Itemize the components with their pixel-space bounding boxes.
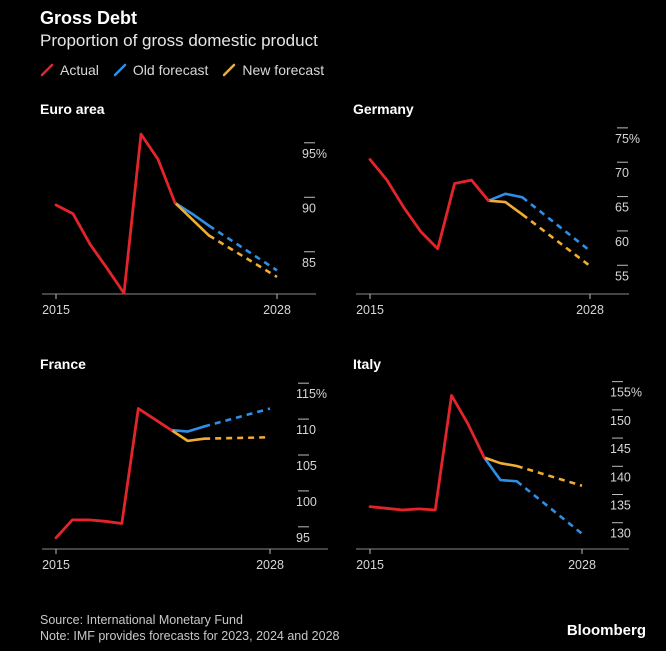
y-tick-label: 145 <box>610 442 631 456</box>
y-tick-label: 65 <box>615 201 629 215</box>
legend: Actual Old forecast New forecast <box>40 60 338 80</box>
footer: Source: International Monetary Fund Note… <box>40 612 339 644</box>
actual-line <box>368 394 486 512</box>
legend-swatch-new-forecast <box>223 63 236 77</box>
actual-line <box>54 132 177 295</box>
legend-item-old-forecast: Old forecast <box>113 62 208 78</box>
new-forecast-line <box>173 201 211 237</box>
x-tick-label: 2028 <box>576 303 604 317</box>
forecast-note: Note: IMF provides forecasts for 2023, 2… <box>40 629 340 643</box>
new-forecast-line <box>482 456 519 468</box>
y-tick-label: 100 <box>296 495 317 509</box>
new-forecast-dashed-line <box>516 464 583 487</box>
actual-line <box>54 407 173 540</box>
y-tick-label: 105 <box>296 459 317 473</box>
y-tick-label: 110 <box>296 423 316 437</box>
panel-title: Italy <box>353 356 381 372</box>
x-tick-label: 2028 <box>256 558 284 572</box>
old-forecast-dashed-line <box>208 224 278 272</box>
panel-title: Germany <box>353 101 414 117</box>
panel-italy: Italy 130 135 140 145 150 155% 2015 2028 <box>353 356 642 572</box>
legend-label-actual: Actual <box>60 62 99 78</box>
panel-title: Euro area <box>40 101 105 117</box>
legend-label-old-forecast: Old forecast <box>132 62 209 78</box>
new-forecast-dashed-line <box>208 234 278 279</box>
y-tick-label: 95% <box>302 147 327 161</box>
old-forecast-dashed-line <box>515 480 583 535</box>
y-tick-label: 135 <box>610 499 631 513</box>
panel-title: France <box>40 356 86 372</box>
y-tick-label: 55 <box>615 269 629 283</box>
new-forecast-dashed-line <box>204 435 271 441</box>
chart-subtitle: Proportion of gross domestic product <box>40 31 318 50</box>
new-forecast-dashed-line <box>521 213 591 267</box>
y-tick-label: 95 <box>296 531 310 545</box>
new-forecast-line <box>169 428 206 443</box>
y-tick-label: 140 <box>610 470 631 484</box>
y-tick-label: 115% <box>296 387 327 401</box>
panel-germany: Germany 55 60 65 70 75% 2015 2028 <box>353 101 640 317</box>
y-tick-label: 85 <box>302 256 316 270</box>
legend-item-new-forecast: New forecast <box>222 62 324 78</box>
old-forecast-line <box>482 456 519 483</box>
x-tick-label: 2015 <box>42 558 70 572</box>
x-tick-label: 2028 <box>263 303 291 317</box>
actual-line <box>368 158 490 251</box>
y-tick-label: 90 <box>302 201 316 215</box>
bloomberg-logo: Bloomberg <box>566 622 646 639</box>
old-forecast-line <box>169 425 206 433</box>
x-tick-label: 2015 <box>42 303 70 317</box>
old-forecast-line <box>487 192 524 202</box>
x-tick-label: 2015 <box>356 303 384 317</box>
y-tick-label: 75% <box>615 132 640 146</box>
panel-euro-area: Euro area 85 90 95% 2015 2028 <box>40 101 327 317</box>
y-tick-label: 130 <box>610 527 631 541</box>
legend-swatch-actual <box>40 63 54 77</box>
old-forecast-dashed-line <box>203 407 271 428</box>
chart-title: Gross Debt <box>40 8 138 28</box>
source-note: Source: International Monetary Fund <box>40 613 243 627</box>
legend-swatch-old-forecast <box>113 63 127 77</box>
y-tick-label: 60 <box>615 235 629 249</box>
legend-label-new-forecast: New forecast <box>242 62 325 78</box>
old-forecast-dashed-line <box>521 196 591 252</box>
legend-item-actual: Actual <box>40 62 99 78</box>
x-tick-label: 2028 <box>568 558 596 572</box>
x-tick-label: 2015 <box>356 558 384 572</box>
panel-france: France 95 100 105 110 115% 2015 2028 <box>40 356 328 572</box>
y-tick-label: 70 <box>615 166 629 180</box>
y-tick-label: 155% <box>610 386 642 400</box>
old-forecast-line <box>173 201 211 228</box>
y-tick-label: 150 <box>610 414 631 428</box>
new-forecast-line <box>487 199 524 216</box>
